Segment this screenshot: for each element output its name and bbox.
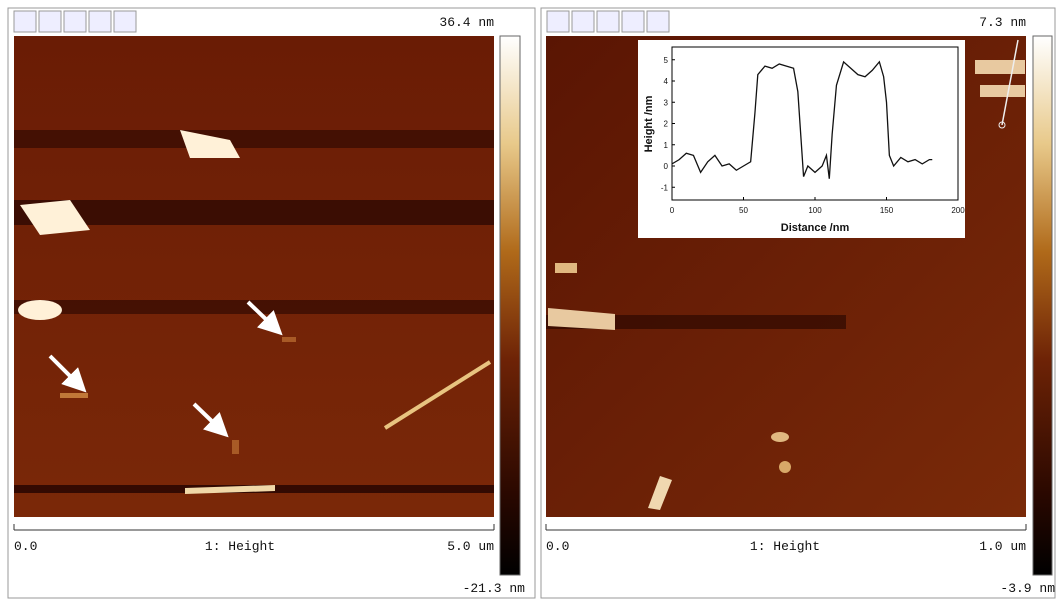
x-axis-label: Distance /nm [781, 222, 850, 234]
tool-button[interactable] [646, 10, 670, 33]
tool-button[interactable] [38, 10, 62, 33]
y-axis-label: Height /nm [643, 95, 655, 152]
scale-min: -21.3 nm [463, 581, 526, 596]
y-tick-label: 3 [664, 98, 669, 107]
x-tick-label: 100 [808, 206, 822, 215]
tool-button[interactable] [88, 10, 112, 33]
color-scale [499, 35, 521, 576]
toolbar [546, 10, 670, 33]
tool-button[interactable] [113, 10, 137, 33]
tool-button[interactable] [546, 10, 570, 33]
x-end: 5.0 um [447, 539, 494, 554]
tool-button[interactable] [621, 10, 645, 33]
toolbar [13, 10, 137, 33]
afm-image [14, 36, 494, 517]
y-tick-label: 4 [664, 77, 669, 86]
tool-button[interactable] [63, 10, 87, 33]
y-tick-label: 5 [664, 56, 669, 65]
x-start: 0.0 [546, 539, 569, 554]
channel: 1: Height [750, 539, 820, 554]
scale-min: -3.9 nm [1000, 581, 1055, 596]
y-tick-label: -1 [661, 183, 669, 192]
y-tick-label: 1 [664, 141, 669, 150]
channel: 1: Height [205, 539, 275, 554]
tool-button[interactable] [596, 10, 620, 33]
x-start: 0.0 [14, 539, 37, 554]
color-scale [1032, 35, 1053, 576]
scale-max: 36.4 nm [439, 15, 494, 30]
x-tick-label: 150 [880, 206, 894, 215]
x-tick-label: 50 [739, 206, 748, 215]
x-tick-label: 200 [951, 206, 965, 215]
x-end: 1.0 um [979, 539, 1026, 554]
x-tick-label: 0 [670, 206, 675, 215]
scale-max: 7.3 nm [979, 15, 1026, 30]
profile-line [671, 60, 933, 179]
tool-button[interactable] [13, 10, 37, 33]
height-profile-chart: Distance /nm Height /nm 0 50 100 150 200 -1 0 1… [638, 40, 965, 238]
y-tick-label: 0 [664, 162, 669, 171]
left-panel: 36.4 nm 0.0 1: Height 5.0 um -21.3 nm [7, 7, 536, 599]
tool-button[interactable] [571, 10, 595, 33]
y-tick-label: 2 [664, 120, 669, 129]
